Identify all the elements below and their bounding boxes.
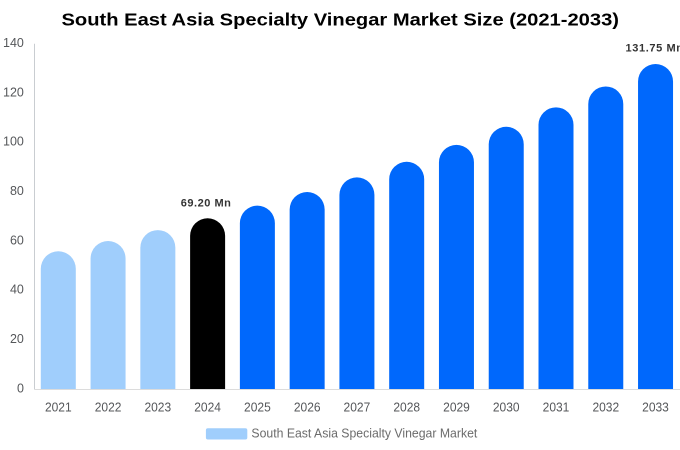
svg-text:2031: 2031 (543, 401, 570, 415)
svg-text:2024: 2024 (194, 401, 221, 415)
svg-text:20: 20 (10, 332, 24, 346)
svg-text:2032: 2032 (592, 401, 619, 415)
svg-text:South East Asia Specialty Vine: South East Asia Specialty Vinegar Market… (62, 10, 620, 30)
svg-text:2023: 2023 (144, 401, 171, 415)
svg-text:2022: 2022 (95, 401, 122, 415)
svg-text:40: 40 (10, 283, 24, 297)
svg-text:2027: 2027 (344, 401, 371, 415)
svg-text:2026: 2026 (294, 401, 321, 415)
svg-text:69.20 Mn: 69.20 Mn (181, 197, 231, 209)
svg-text:2033: 2033 (642, 401, 669, 415)
svg-text:60: 60 (10, 233, 24, 247)
svg-text:80: 80 (10, 184, 24, 198)
svg-text:120: 120 (3, 85, 24, 99)
svg-text:0: 0 (17, 381, 24, 395)
svg-text:2021: 2021 (45, 401, 72, 415)
svg-text:2030: 2030 (493, 401, 520, 415)
svg-text:2025: 2025 (244, 401, 271, 415)
svg-text:South East Asia Specialty Vine: South East Asia Specialty Vinegar Market (251, 425, 477, 440)
svg-text:2029: 2029 (443, 401, 470, 415)
svg-text:131.75 Mn: 131.75 Mn (626, 43, 680, 55)
svg-text:2028: 2028 (393, 401, 420, 415)
svg-text:140: 140 (3, 36, 24, 50)
svg-text:100: 100 (3, 135, 24, 149)
